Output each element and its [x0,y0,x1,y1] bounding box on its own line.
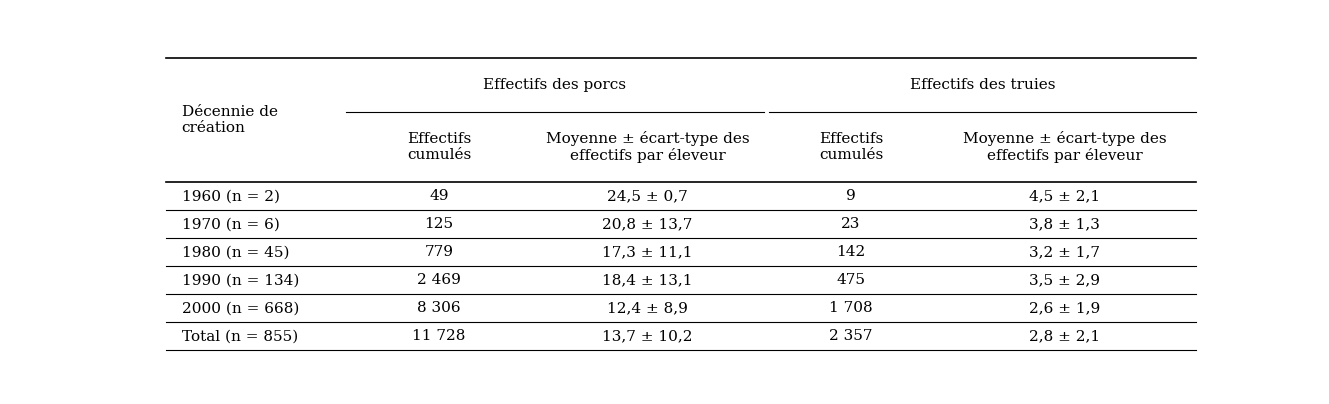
Text: 13,7 ± 10,2: 13,7 ± 10,2 [602,329,692,343]
Text: 1980 (n = 45): 1980 (n = 45) [182,245,290,259]
Text: 2 469: 2 469 [417,273,461,287]
Text: 23: 23 [841,217,861,231]
Text: Décennie de
création: Décennie de création [182,105,278,135]
Text: 779: 779 [424,245,453,259]
Text: 17,3 ± 11,1: 17,3 ± 11,1 [602,245,692,259]
Text: 1960 (n = 2): 1960 (n = 2) [182,189,279,203]
Text: Total (n = 855): Total (n = 855) [182,329,298,343]
Text: Effectifs
cumulés: Effectifs cumulés [407,132,472,162]
Text: 24,5 ± 0,7: 24,5 ± 0,7 [607,189,688,203]
Text: 2,6 ± 1,9: 2,6 ± 1,9 [1029,301,1100,315]
Text: 3,5 ± 2,9: 3,5 ± 2,9 [1029,273,1100,287]
Text: 142: 142 [836,245,865,259]
Text: 1990 (n = 134): 1990 (n = 134) [182,273,299,287]
Text: 3,2 ± 1,7: 3,2 ± 1,7 [1029,245,1100,259]
Text: Moyenne ± écart-type des
effectifs par éleveur: Moyenne ± écart-type des effectifs par é… [546,131,750,164]
Text: Effectifs des porcs: Effectifs des porcs [484,78,626,92]
Text: Effectifs des truies: Effectifs des truies [909,78,1055,92]
Text: 49: 49 [429,189,449,203]
Text: 20,8 ± 13,7: 20,8 ± 13,7 [602,217,692,231]
Text: 125: 125 [424,217,453,231]
Text: 2,8 ± 2,1: 2,8 ± 2,1 [1029,329,1100,343]
Text: 12,4 ± 8,9: 12,4 ± 8,9 [607,301,688,315]
Text: 3,8 ± 1,3: 3,8 ± 1,3 [1030,217,1100,231]
Text: 2000 (n = 668): 2000 (n = 668) [182,301,299,315]
Text: 4,5 ± 2,1: 4,5 ± 2,1 [1029,189,1100,203]
Text: 9: 9 [847,189,856,203]
Text: Effectifs
cumulés: Effectifs cumulés [819,132,884,162]
Text: 475: 475 [836,273,865,287]
Text: 11 728: 11 728 [412,329,465,343]
Text: 8 306: 8 306 [417,301,461,315]
Text: 1970 (n = 6): 1970 (n = 6) [182,217,279,231]
Text: 2 357: 2 357 [829,329,873,343]
Text: Moyenne ± écart-type des
effectifs par éleveur: Moyenne ± écart-type des effectifs par é… [964,131,1167,164]
Text: 1 708: 1 708 [829,301,873,315]
Text: 18,4 ± 13,1: 18,4 ± 13,1 [602,273,692,287]
